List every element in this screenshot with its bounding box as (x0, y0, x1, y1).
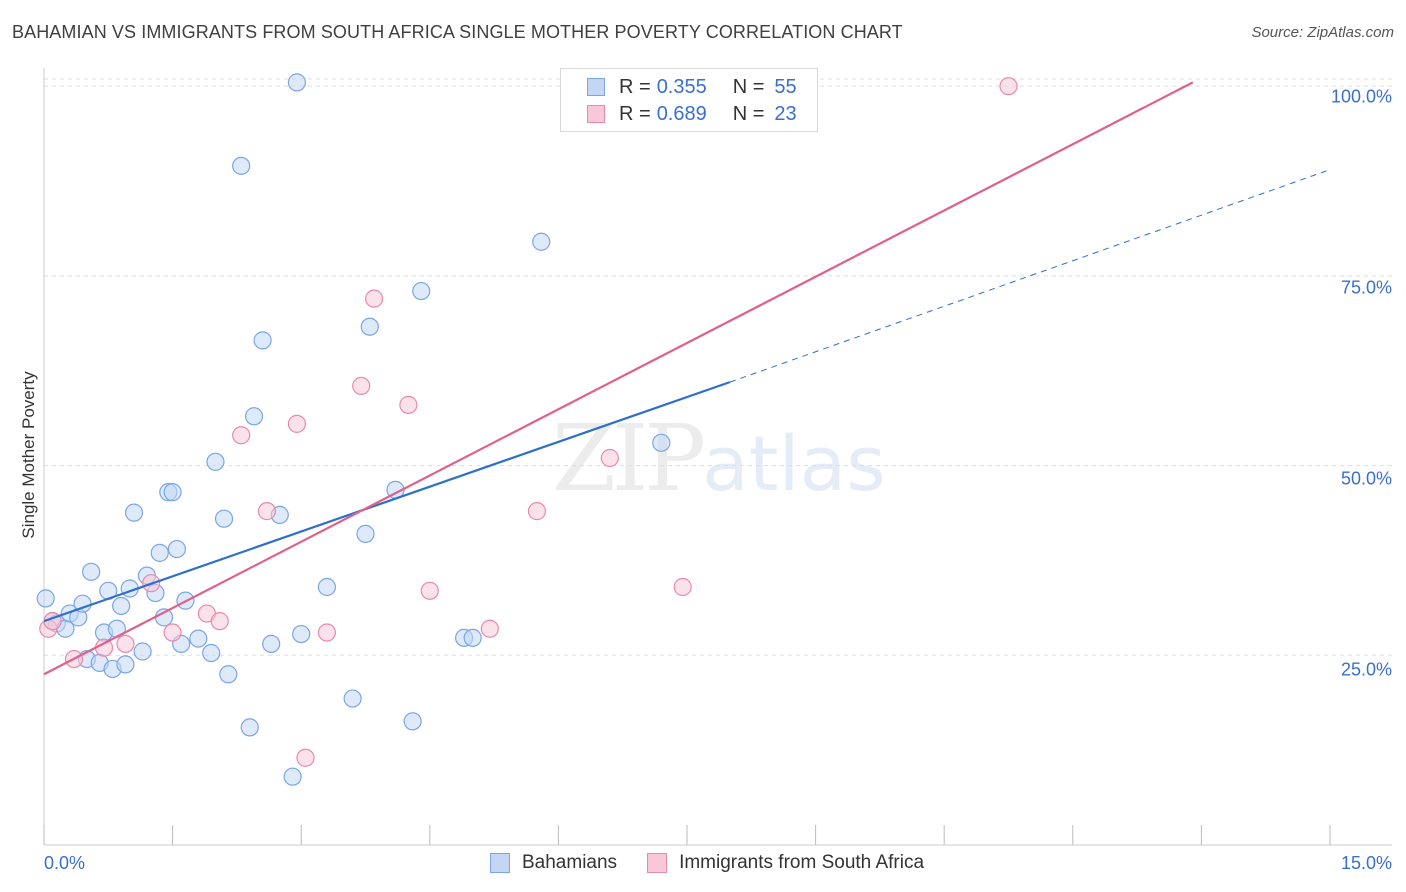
bahamians-trend-extension (729, 169, 1331, 383)
bahamians-point (150, 543, 169, 562)
n-value: 55 (774, 75, 797, 98)
bahamians-point (463, 628, 482, 647)
chart-title: BAHAMIAN VS IMMIGRANTS FROM SOUTH AFRICA… (12, 22, 903, 42)
legend-swatch-blue (490, 853, 510, 873)
bahamians-point (202, 643, 221, 663)
bahamians-point (532, 232, 551, 251)
bahamians-point (343, 689, 362, 708)
correlation-legend: R = 0.355 N = 55 R = 0.689 N = 23 (560, 68, 818, 132)
trend-lines (43, 81, 1331, 676)
bahamians-point (403, 712, 422, 731)
immigrants-point (94, 638, 114, 657)
bahamians-trend-line (43, 381, 731, 623)
bahamians-point (253, 331, 272, 350)
legend-item-bahamians[interactable]: Bahamians (490, 852, 617, 874)
y-tick-label: 100.0% (1330, 86, 1392, 107)
immigrants-point (527, 502, 547, 521)
r-value: 0.355 (656, 75, 707, 98)
immigrants-point (257, 502, 277, 521)
r-value: 0.689 (656, 102, 707, 125)
bahamians-point (116, 655, 135, 674)
watermark: ZIPatlas (552, 405, 886, 512)
immigrants-point (116, 634, 135, 654)
immigrants-point (317, 623, 337, 642)
bahamians-point (356, 524, 375, 543)
y-tick-label: 50.0% (1340, 468, 1392, 489)
immigrants-point (364, 289, 384, 308)
immigrants-point (352, 376, 371, 396)
watermark-zip: ZIP (552, 405, 706, 512)
bahamians-point (244, 407, 264, 426)
immigrants-point (480, 619, 499, 638)
immigrants-point (600, 448, 619, 468)
series-immigrants-points (39, 77, 1018, 767)
bahamians-point (214, 509, 234, 528)
bahamians-point (219, 665, 238, 684)
series-bahamians-points (36, 73, 671, 786)
watermark-atlas: atlas (702, 419, 886, 508)
legend-label: Bahamians (522, 852, 618, 873)
y-axis-label: Single Mother Poverty (19, 371, 38, 539)
source-label: Source: ZipAtlas.com (1251, 24, 1394, 41)
bahamians-point (206, 452, 225, 471)
legend-row-immigrants: R = 0.689 N = 23 (587, 102, 797, 126)
legend-swatch-pink (587, 105, 605, 123)
y-tick-label: 25.0% (1340, 659, 1392, 680)
immigrants-point (420, 581, 439, 600)
immigrants-point (999, 77, 1018, 96)
bahamians-point (163, 483, 182, 502)
axes (43, 68, 1392, 846)
bahamians-point (240, 718, 259, 737)
immigrants-point (296, 748, 315, 767)
r-label: R = (619, 102, 651, 125)
bahamians-point (124, 503, 144, 522)
bahamians-point (412, 281, 431, 301)
legend-item-immigrants[interactable]: Immigrants from South Africa (647, 852, 924, 874)
series-legend: Bahamians Immigrants from South Africa (490, 852, 954, 874)
bahamians-point (189, 629, 208, 648)
legend-swatch-pink (647, 853, 668, 873)
immigrants-point (287, 414, 307, 433)
n-label: N = (732, 102, 765, 125)
bahamians-point (360, 317, 379, 336)
n-label: N = (732, 75, 765, 98)
bahamians-point (287, 73, 307, 92)
legend-label: Immigrants from South Africa (679, 852, 925, 873)
bahamians-point (82, 562, 101, 581)
bahamians-point (262, 634, 281, 654)
bahamians-point (133, 642, 152, 661)
bahamians-point (317, 577, 337, 597)
immigrants-point (399, 395, 418, 414)
bahamians-point (283, 767, 302, 786)
x-tick-label-max: 15.0% (1340, 853, 1392, 873)
immigrants-point (163, 623, 182, 642)
immigrants-point (210, 612, 229, 631)
legend-row-bahamians: R = 0.355 N = 55 (587, 75, 797, 99)
n-value: 23 (774, 102, 797, 125)
bahamians-point (232, 156, 251, 175)
bahamians-point (652, 433, 671, 452)
x-tick-label-min: 0.0% (44, 853, 86, 873)
bahamians-point (112, 596, 131, 616)
immigrants-point (673, 577, 692, 597)
y-tick-label: 75.0% (1340, 277, 1392, 298)
immigrants-trend-line (43, 81, 1194, 676)
bahamians-point (36, 589, 55, 608)
bahamians-point (292, 624, 311, 644)
bahamians-point (167, 539, 186, 559)
legend-swatch-blue (587, 78, 605, 96)
immigrants-point (232, 426, 251, 445)
r-label: R = (619, 75, 651, 98)
